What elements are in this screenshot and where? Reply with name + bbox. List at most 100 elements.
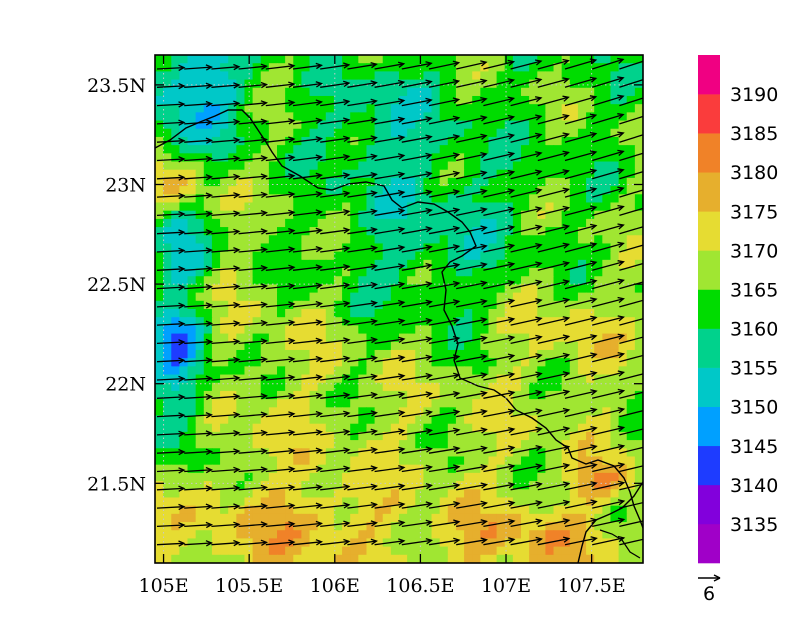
field-cell [260,120,270,130]
field-cell [553,366,563,376]
field-cell [350,522,359,531]
field-cell [358,235,368,245]
field-cell [488,218,498,228]
wind-vector-head [178,412,186,419]
field-cell [488,251,498,261]
field-cell [626,546,636,556]
field-cell [569,79,579,89]
wind-vector-head [535,151,543,158]
field-cell [399,333,408,343]
field-cell [464,415,473,425]
field-cell [602,546,612,556]
field-cell [626,497,636,507]
field-cell [155,276,164,286]
field-cell [390,235,400,245]
field-cell [195,456,205,466]
field-cell [561,104,571,113]
field-cell [455,300,465,310]
wind-vector [156,158,185,162]
field-cell [545,349,555,359]
wind-vector [265,541,295,546]
field-cell [163,128,172,138]
field-cell [317,382,327,392]
field-cell [268,423,278,433]
field-cell [382,55,392,64]
field-cell [228,218,237,228]
field-cell [236,399,246,408]
wind-vector [265,120,295,125]
wind-vector-head [398,446,406,453]
field-cell [374,456,384,466]
field-cell [366,112,376,122]
field-cell [268,104,278,113]
wind-vector [320,357,350,363]
wind-vector [401,319,432,326]
field-cell [529,349,538,359]
field-cell [277,235,286,245]
field-cell [521,194,530,204]
field-cell [586,358,595,367]
wind-vector-head [370,355,378,362]
field-cell [537,194,546,204]
field-cell [626,366,636,376]
field-cell [163,169,172,179]
field-cell [577,309,587,318]
field-cell [561,145,571,154]
field-cell [553,399,563,408]
field-cell [277,472,286,482]
field-cell [211,431,221,441]
field-cell [179,554,189,563]
field-cell [293,251,302,261]
field-cell [179,95,189,105]
field-cell [472,87,481,97]
field-cell [496,95,506,105]
field-cell [529,341,538,351]
wind-vector-head [315,117,323,125]
field-cell [512,325,522,335]
field-cell [512,440,522,449]
field-cell [399,218,408,228]
field-cell [163,186,172,195]
field-cell [586,202,595,212]
field-cell [236,292,246,302]
wind-vector [592,95,624,107]
wind-vector [184,505,212,509]
wind-vector [156,194,185,198]
wind-vector-head [507,243,516,250]
wind-vector [537,501,570,509]
field-cell [569,251,579,261]
field-cell [447,489,457,499]
field-cell [374,251,384,261]
field-cell [431,546,441,556]
wind-vector-head [453,482,461,489]
field-cell [521,128,530,138]
field-cell [602,55,612,64]
wind-vector-head [315,484,324,491]
wind-vector-head [205,283,213,291]
field-cell [285,55,294,64]
field-cell [561,456,571,466]
wind-vector [292,504,322,509]
field-cell [447,194,457,204]
wind-vector [428,62,459,70]
field-cell [472,177,481,187]
field-cell [220,456,229,466]
wind-vector-head [343,392,351,399]
field-cell [561,153,571,163]
field-cell [415,169,424,179]
field-cell [618,513,628,523]
field-cell [390,407,400,417]
field-cell [399,63,408,72]
field-cell [472,440,481,449]
field-cell [260,431,270,441]
field-cell [634,382,643,392]
field-cell [293,300,302,310]
field-cell [325,95,335,105]
field-cell [553,309,563,318]
wind-vector-head [617,443,626,451]
field-cell [455,177,465,187]
field-cell [333,268,343,277]
field-cell [634,284,643,294]
field-cell [455,95,465,105]
field-cell [488,194,498,204]
